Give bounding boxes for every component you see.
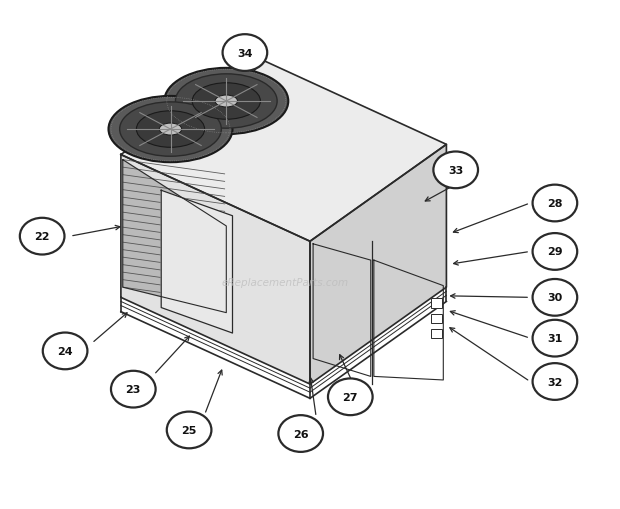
Ellipse shape: [175, 75, 277, 129]
Text: 24: 24: [57, 346, 73, 356]
Bar: [431, 329, 442, 338]
Circle shape: [167, 412, 211, 448]
Text: eReplacementParts.com: eReplacementParts.com: [221, 277, 349, 288]
Text: 26: 26: [293, 429, 309, 439]
Text: 30: 30: [547, 293, 562, 303]
Circle shape: [20, 218, 64, 255]
Ellipse shape: [159, 124, 182, 136]
Circle shape: [43, 333, 87, 370]
Bar: [431, 299, 442, 308]
Polygon shape: [121, 155, 310, 384]
Polygon shape: [121, 59, 446, 242]
Text: 22: 22: [35, 232, 50, 242]
Circle shape: [533, 320, 577, 357]
Text: 32: 32: [547, 377, 562, 387]
Ellipse shape: [215, 96, 237, 108]
Text: 34: 34: [237, 48, 253, 59]
Circle shape: [433, 152, 478, 189]
Ellipse shape: [120, 103, 221, 157]
Ellipse shape: [136, 111, 205, 148]
Circle shape: [533, 185, 577, 222]
Text: 31: 31: [547, 333, 562, 344]
Ellipse shape: [108, 97, 232, 163]
Circle shape: [328, 379, 373, 415]
Bar: [431, 314, 442, 323]
Text: 33: 33: [448, 165, 463, 176]
Circle shape: [223, 35, 267, 72]
Circle shape: [278, 415, 323, 452]
Text: 23: 23: [126, 384, 141, 394]
Circle shape: [533, 363, 577, 400]
Circle shape: [533, 279, 577, 316]
Text: 25: 25: [182, 425, 197, 435]
Polygon shape: [161, 191, 232, 333]
Polygon shape: [123, 160, 226, 313]
Circle shape: [111, 371, 156, 408]
Circle shape: [533, 234, 577, 270]
Text: 29: 29: [547, 247, 563, 257]
Ellipse shape: [164, 69, 288, 135]
Polygon shape: [310, 145, 446, 384]
Text: 27: 27: [342, 392, 358, 402]
Text: 28: 28: [547, 199, 563, 209]
Ellipse shape: [192, 83, 260, 120]
